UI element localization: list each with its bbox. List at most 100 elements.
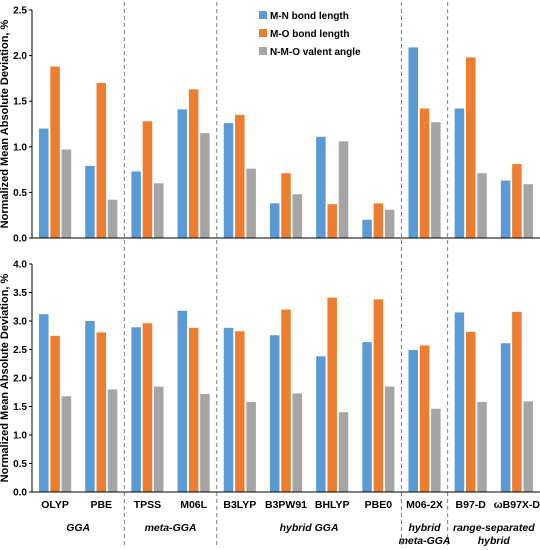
group-dividers bbox=[123, 2, 449, 548]
x-tick-label: ωB97X-D bbox=[494, 499, 540, 511]
bar-top-2-1 bbox=[107, 199, 118, 238]
bar-top-2-8 bbox=[431, 122, 441, 238]
y-tick-label: 3.0 bbox=[13, 317, 27, 328]
bar-top-1-7 bbox=[373, 203, 384, 238]
bar-bottom-1-4 bbox=[235, 331, 245, 492]
y-tick-label: 1.0 bbox=[13, 431, 27, 442]
legend-label-0: M-N bond length bbox=[270, 11, 349, 22]
bar-bottom-2-3 bbox=[200, 393, 210, 492]
y-tick-label: 2.5 bbox=[13, 345, 27, 356]
bar-bottom-2-8 bbox=[431, 408, 441, 492]
legend-label-2: N-M-O valent angle bbox=[270, 47, 361, 58]
y-tick-label: 0.5 bbox=[13, 459, 27, 470]
group-labels: GGA meta-GGA hybrid GGA hybridmeta-GGArange… bbox=[66, 522, 535, 547]
bar-top-0-8 bbox=[408, 47, 418, 238]
bar-top-1-9 bbox=[465, 57, 476, 239]
bar-bottom-0-9 bbox=[454, 312, 465, 492]
bar-bottom-1-2 bbox=[142, 323, 153, 492]
bar-bottom-2-7 bbox=[384, 386, 395, 492]
bar-bottom-2-2 bbox=[154, 386, 164, 492]
group-label-4: range-separated bbox=[453, 522, 535, 534]
bar-bottom-0-2 bbox=[131, 327, 141, 492]
bar-bottom-1-3 bbox=[188, 327, 199, 492]
y-tick-label: 0.5 bbox=[13, 188, 27, 199]
bar-bottom-0-4 bbox=[223, 327, 234, 492]
bar-bottom-2-1 bbox=[107, 389, 118, 492]
bar-top-1-1 bbox=[96, 82, 107, 239]
y-tick-label: 2.5 bbox=[13, 6, 27, 17]
y-tick-label: 1.0 bbox=[13, 142, 27, 153]
bar-bottom-0-8 bbox=[408, 350, 418, 492]
bar-top-1-4 bbox=[235, 114, 245, 238]
x-tick-label: PBE bbox=[90, 499, 112, 511]
bar-bottom-1-0 bbox=[50, 335, 60, 492]
category-labels: OLYP PBE TPSS M06L B3LYP B3PW91 BHLYP PBE0 M06-2… bbox=[41, 499, 540, 511]
bar-top-2-2 bbox=[154, 183, 164, 238]
group-label-0: GGA bbox=[66, 522, 90, 534]
y-tick-label: 1.5 bbox=[13, 402, 27, 413]
x-tick-label: M06L bbox=[180, 499, 207, 511]
group-label-3: hybrid bbox=[408, 522, 441, 534]
y-axis-label: Normalized Mean Absolute Deviation, % bbox=[0, 19, 11, 228]
y-tick-label: 0.0 bbox=[13, 488, 27, 499]
group-label-3-line2: meta-GGA bbox=[399, 535, 451, 547]
group-label-1: meta-GGA bbox=[145, 522, 197, 534]
bar-top-0-7 bbox=[362, 219, 372, 238]
bar-top-2-6 bbox=[338, 141, 349, 238]
bar-top-2-9 bbox=[477, 173, 487, 238]
x-tick-label: B97-D bbox=[456, 499, 487, 511]
bar-top-1-2 bbox=[142, 121, 153, 238]
bar-top-2-7 bbox=[384, 209, 395, 238]
bar-bottom-2-0 bbox=[61, 396, 72, 492]
bar-top-0-6 bbox=[316, 136, 326, 238]
legend-swatch-2 bbox=[259, 47, 267, 55]
group-label-4-line2: hybrid bbox=[478, 535, 511, 547]
bar-top-0-4 bbox=[223, 123, 234, 238]
bar-bottom-1-6 bbox=[327, 297, 337, 492]
bar-bottom-0-10 bbox=[500, 343, 511, 492]
bar-bottom-1-1 bbox=[96, 332, 107, 492]
bar-top-2-10 bbox=[523, 184, 533, 238]
bar-top-0-9 bbox=[454, 108, 465, 238]
bar-top-1-6 bbox=[327, 204, 337, 238]
bar-bottom-1-10 bbox=[512, 311, 522, 492]
bar-bottom-0-5 bbox=[269, 335, 280, 492]
y-tick-label: 0.0 bbox=[13, 234, 27, 245]
legend-label-1: M-O bond length bbox=[270, 29, 349, 40]
y-tick-label: 1.5 bbox=[13, 97, 27, 108]
y-axis-label: Normalized Mean Absolute Deviation, % bbox=[0, 273, 11, 482]
bar-bottom-0-3 bbox=[177, 310, 188, 492]
x-tick-label: OLYP bbox=[41, 499, 69, 511]
bar-top-0-2 bbox=[131, 171, 141, 238]
bar-top-2-4 bbox=[246, 168, 256, 238]
bar-top-1-5 bbox=[281, 173, 291, 238]
bar-top-0-1 bbox=[85, 165, 95, 238]
bar-top-2-3 bbox=[200, 133, 210, 238]
legend: M-N bond length M-O bond length N-M-O vale… bbox=[259, 11, 361, 58]
bar-top-1-0 bbox=[50, 66, 60, 238]
group-label-2: hybrid GGA bbox=[280, 522, 339, 534]
bar-bottom-1-7 bbox=[373, 299, 384, 492]
bar-top-2-0 bbox=[61, 149, 72, 238]
y-tick-label: 3.5 bbox=[13, 288, 27, 299]
legend-swatch-1 bbox=[259, 29, 267, 37]
y-tick-label: 2.0 bbox=[13, 51, 27, 62]
bar-bottom-2-9 bbox=[477, 401, 487, 492]
bar-bottom-2-10 bbox=[523, 401, 533, 492]
bar-bottom-0-6 bbox=[316, 356, 326, 492]
x-tick-label: B3PW91 bbox=[265, 499, 307, 511]
bar-bottom-1-8 bbox=[419, 345, 430, 492]
x-tick-label: BHLYP bbox=[315, 499, 350, 511]
bar-top-0-10 bbox=[500, 180, 511, 238]
bar-bottom-0-1 bbox=[85, 321, 95, 492]
x-tick-label: M06-2X bbox=[406, 499, 443, 511]
top-chart: Normalized Mean Absolute Deviation, %0.0… bbox=[0, 6, 540, 245]
y-tick-label: 4.0 bbox=[13, 260, 27, 271]
bar-bottom-0-7 bbox=[362, 342, 372, 492]
bar-bottom-1-5 bbox=[281, 309, 291, 492]
bottom-chart: Normalized Mean Absolute Deviation, %0.0… bbox=[0, 260, 540, 499]
bar-top-2-5 bbox=[292, 194, 303, 238]
bar-top-1-3 bbox=[188, 89, 199, 239]
bar-bottom-0-0 bbox=[39, 314, 49, 492]
bar-bottom-2-5 bbox=[292, 393, 303, 492]
